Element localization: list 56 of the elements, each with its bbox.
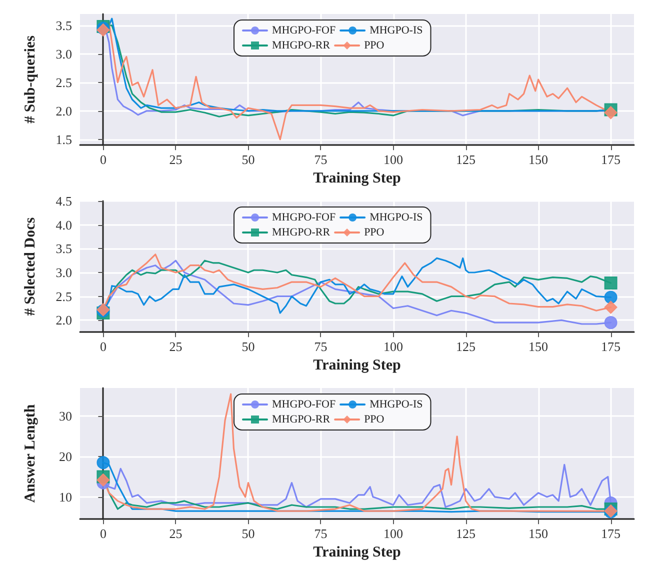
- x-tick-label: 75: [314, 339, 328, 354]
- x-tick-label: 25: [169, 526, 182, 542]
- x-tick-label: 125: [456, 526, 476, 542]
- y-axis-title: # Selected Docs: [22, 217, 38, 316]
- y-tick-label: 20: [59, 449, 72, 464]
- x-axis-title: Training Step: [313, 544, 401, 560]
- x-tick-label: 175: [601, 339, 621, 354]
- y-tick-label: 3.0: [56, 46, 72, 62]
- x-tick-label: 150: [528, 152, 548, 168]
- y-tick-label: 2.5: [56, 74, 72, 90]
- y-tick-label: 2.0: [56, 312, 72, 328]
- y-tick-label: 3.5: [56, 18, 72, 33]
- x-tick-label: 175: [601, 152, 621, 168]
- y-tick-label: 3.0: [56, 265, 72, 280]
- legend-label: MHGPO-RR: [272, 40, 331, 52]
- y-tick-label: 1.5: [56, 132, 72, 147]
- y-tick-label: 4.5: [56, 194, 72, 208]
- legend-label: MHGPO-FOF: [272, 212, 336, 224]
- y-tick-label: 3.5: [56, 241, 72, 256]
- y-tick-label: 30: [59, 408, 72, 424]
- y-tick-label: 4.0: [56, 217, 72, 232]
- legend-label: MHGPO-IS: [370, 398, 423, 410]
- x-tick-label: 25: [169, 339, 182, 354]
- x-tick-label: 100: [384, 526, 404, 542]
- legend-label: PPO: [364, 226, 384, 238]
- legend-label: MHGPO-IS: [370, 212, 423, 224]
- y-tick-label: 2.5: [56, 288, 72, 304]
- legend-label: PPO: [364, 40, 384, 52]
- x-tick-label: 75: [314, 526, 328, 542]
- x-tick-label: 0: [100, 152, 106, 168]
- y-tick-label: 2.0: [56, 103, 72, 118]
- x-tick-label: 125: [456, 339, 476, 354]
- x-tick-label: 150: [528, 526, 548, 542]
- x-tick-label: 175: [601, 526, 621, 542]
- legend-label: MHGPO-FOF: [272, 24, 336, 36]
- y-tick-label: 10: [59, 489, 72, 504]
- x-tick-label: 125: [456, 152, 476, 168]
- legend-label: MHGPO-RR: [272, 414, 331, 426]
- legend-label: PPO: [364, 414, 384, 426]
- x-tick-label: 100: [384, 339, 404, 354]
- x-axis-title: Training Step: [313, 358, 401, 374]
- x-axis-title: Training Step: [313, 170, 401, 186]
- y-axis-title: # Sub-queries: [22, 35, 38, 124]
- legend-label: MHGPO-RR: [272, 226, 331, 238]
- x-tick-label: 0: [100, 339, 106, 354]
- x-tick-label: 50: [242, 339, 255, 354]
- legend-label: MHGPO-FOF: [272, 398, 336, 410]
- x-tick-label: 25: [169, 152, 182, 168]
- x-tick-label: 0: [100, 526, 106, 542]
- x-tick-label: 50: [242, 152, 255, 168]
- y-axis-title: Answer Length: [22, 404, 38, 503]
- x-tick-label: 75: [314, 152, 328, 168]
- x-tick-label: 150: [528, 339, 548, 354]
- x-tick-label: 50: [242, 526, 255, 542]
- x-tick-label: 100: [384, 152, 404, 168]
- legend-label: MHGPO-IS: [370, 24, 423, 36]
